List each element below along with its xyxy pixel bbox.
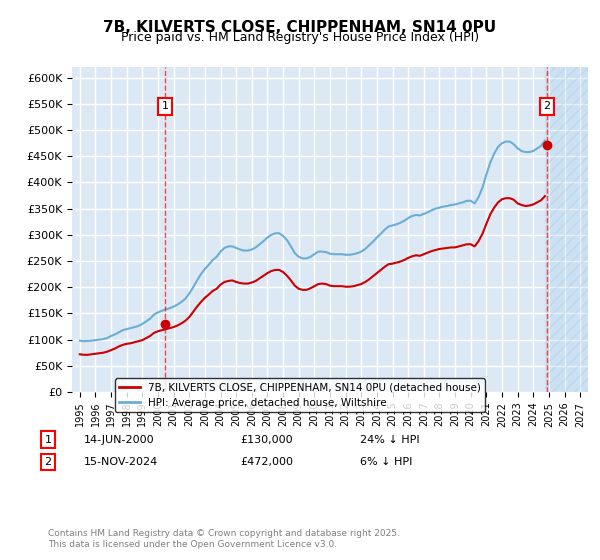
Bar [545,67,588,392]
Text: 14-JUN-2000: 14-JUN-2000 [84,435,155,445]
Text: 7B, KILVERTS CLOSE, CHIPPENHAM, SN14 0PU: 7B, KILVERTS CLOSE, CHIPPENHAM, SN14 0PU [103,20,497,35]
Text: Price paid vs. HM Land Registry's House Price Index (HPI): Price paid vs. HM Land Registry's House … [121,31,479,44]
Legend: 7B, KILVERTS CLOSE, CHIPPENHAM, SN14 0PU (detached house), HPI: Average price, d: 7B, KILVERTS CLOSE, CHIPPENHAM, SN14 0PU… [115,379,485,412]
Text: 1: 1 [44,435,52,445]
Text: Contains HM Land Registry data © Crown copyright and database right 2025.
This d: Contains HM Land Registry data © Crown c… [48,529,400,549]
Text: 1: 1 [161,101,169,111]
Text: 24% ↓ HPI: 24% ↓ HPI [360,435,419,445]
Text: £130,000: £130,000 [240,435,293,445]
Text: £472,000: £472,000 [240,457,293,467]
Text: 15-NOV-2024: 15-NOV-2024 [84,457,158,467]
Text: 2: 2 [544,101,551,111]
Text: 2: 2 [44,457,52,467]
Text: 6% ↓ HPI: 6% ↓ HPI [360,457,412,467]
